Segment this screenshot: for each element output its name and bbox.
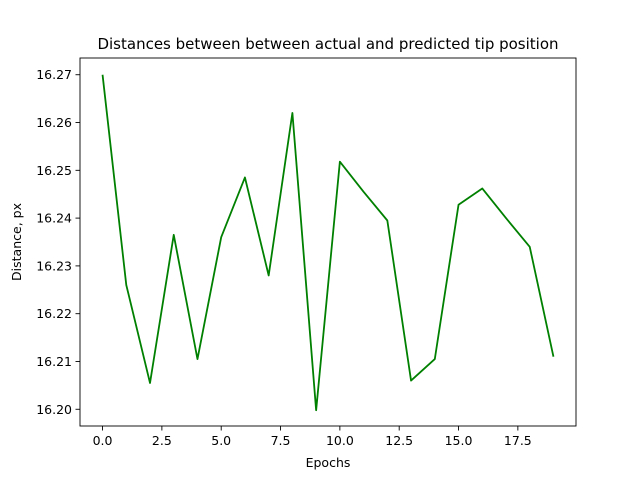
y-tick-label: 16.21: [36, 354, 72, 369]
x-tick-label: 12.5: [385, 433, 413, 448]
y-tick-label: 16.27: [36, 67, 72, 82]
y-tick-label: 16.20: [36, 402, 72, 417]
x-tick-label: 15.0: [445, 433, 473, 448]
chart-title: Distances between between actual and pre…: [97, 35, 558, 53]
x-tick-label: 0.0: [93, 433, 113, 448]
y-axis-label: Distance, px: [9, 203, 24, 281]
plot-area: 0.0 2.5 5.0 7.5 10.0 12.5 15.0 17.5 16.20 16.21 16…: [36, 57, 577, 448]
series-line-0: [101, 74, 555, 412]
y-tick-label: 16.25: [36, 163, 72, 178]
x-tick-label: 2.5: [152, 433, 172, 448]
axes-frame: [79, 57, 577, 427]
y-tick-label: 16.24: [36, 211, 72, 226]
x-axis-label: Epochs: [306, 455, 351, 470]
x-tick-label: 10.0: [326, 433, 354, 448]
x-tick-label: 17.5: [504, 433, 532, 448]
x-tick-label: 5.0: [211, 433, 231, 448]
y-tick-label: 16.23: [36, 258, 72, 273]
x-tick-label: 7.5: [271, 433, 291, 448]
y-tick-label: 16.22: [36, 306, 72, 321]
y-tick-label: 16.26: [36, 115, 72, 130]
